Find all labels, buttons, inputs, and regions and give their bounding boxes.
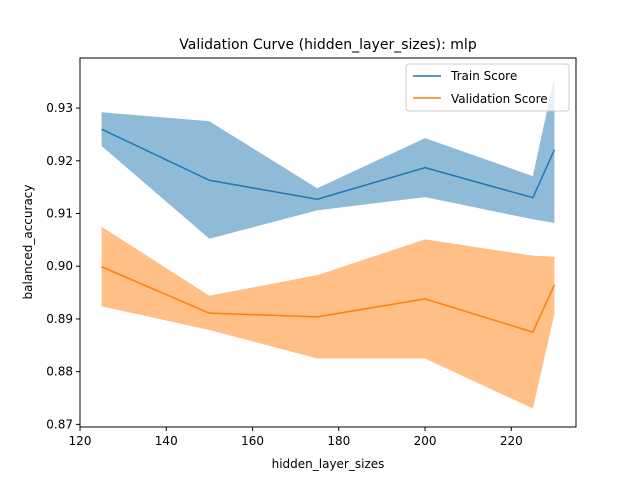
x-axis-label: hidden_layer_sizes [272,457,385,471]
x-axis-ticks: 120 140 160 180 200 220 [69,427,523,448]
plot-frame [79,57,577,428]
legend-box [405,63,570,112]
chart-title: Validation Curve (hidden_layer_sizes): m… [179,37,477,53]
y-tick-label: 0.92 [46,154,73,168]
band-validation-score [101,226,555,409]
y-tick-label: 0.89 [46,312,73,326]
line-validation-score [101,266,556,333]
x-tick-label: 120 [69,434,92,448]
x-tick-label: 200 [414,434,437,448]
legend-label-validation: Validation Score [451,92,548,106]
band-train-score [101,76,555,239]
y-tick-label: 0.93 [46,101,73,115]
y-tick-label: 0.91 [46,207,73,221]
x-tick-label: 160 [241,434,264,448]
y-tick-label: 0.90 [46,259,73,273]
y-tick-label: 0.88 [46,365,73,379]
y-tick-label: 0.87 [46,417,73,431]
x-tick-label: 140 [155,434,178,448]
confidence-bands [101,76,555,409]
legend: Train Score Validation Score [405,63,570,112]
x-tick-label: 220 [500,434,523,448]
line-train-score [101,128,556,201]
legend-label-train: Train Score [450,69,517,83]
x-tick-label: 180 [327,434,350,448]
y-axis-ticks: 0.87 0.88 0.89 0.90 0.91 0.92 0.93 [46,101,80,431]
y-axis-label: balanced_accuracy [21,184,35,299]
series-lines [101,128,556,333]
